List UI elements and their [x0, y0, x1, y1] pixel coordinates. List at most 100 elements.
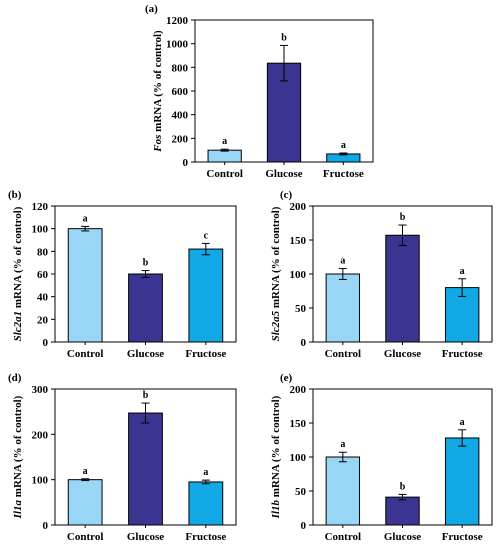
x-category-label: Fructose	[442, 531, 483, 543]
y-axis-label: Il1a mRNA (% of control)	[12, 395, 24, 519]
y-tick-label: 400	[172, 110, 189, 122]
y-tick-label: 40	[37, 292, 49, 304]
significance-letter: a	[340, 439, 345, 450]
y-axis-label: Slc2a5 mRNA (% of control)	[270, 206, 282, 341]
plot-frame	[312, 388, 493, 526]
y-tick-label: 0	[43, 337, 49, 349]
panel-label: (e)	[280, 372, 293, 384]
y-tick-label: 0	[301, 337, 307, 349]
bar-control	[207, 149, 242, 163]
y-tick-label: 20	[37, 314, 49, 326]
y-axis-label-text: mRNA (% of control)	[270, 395, 282, 500]
y-tick-label: 1200	[166, 15, 189, 27]
x-category-label: Glucose	[384, 348, 421, 360]
significance-letter: a	[340, 256, 345, 267]
x-category-label: Glucose	[384, 531, 421, 543]
y-axis-label-gene: Slc2a5	[270, 310, 282, 341]
x-category-label: Glucose	[127, 531, 164, 543]
y-tick-label: 150	[290, 418, 307, 430]
significance-letter: b	[143, 258, 149, 269]
significance-letter: b	[400, 481, 406, 492]
significance-letter: b	[143, 390, 149, 401]
x-category-label: Control	[67, 531, 103, 543]
y-tick-label: 100	[290, 452, 307, 464]
chart-panel-a: (a) Fos mRNA (% of control) 0 200 400 600 800 1…	[145, 3, 374, 180]
significance-letter: a	[341, 140, 346, 151]
x-category-label: Glucose	[127, 348, 164, 360]
y-axis-label: Il1b mRNA (% of control)	[270, 395, 282, 519]
y-tick-label: 0	[183, 157, 189, 169]
significance-letter: a	[203, 467, 208, 478]
y-tick-label: 50	[295, 486, 307, 498]
bar-glucose	[128, 273, 163, 343]
plot-frame	[54, 205, 237, 343]
y-axis-label-text: mRNA (% of control)	[152, 30, 164, 135]
y-axis-label: Fos mRNA (% of control)	[152, 30, 164, 153]
y-axis-label-gene: Il1a	[12, 499, 24, 519]
y-tick-label: 100	[290, 269, 307, 281]
y-tick-label: 0	[43, 520, 49, 532]
plot-frame	[194, 19, 374, 163]
y-tick-label: 80	[37, 246, 49, 258]
y-tick-label: 120	[32, 201, 49, 213]
y-axis-label-gene: Slc2a1	[12, 311, 24, 342]
y-tick-label: 300	[32, 384, 49, 396]
x-category-label: Control	[67, 348, 103, 360]
x-category-label: Control	[325, 348, 361, 360]
bar-control	[325, 456, 361, 526]
y-tick-label: 200	[172, 133, 189, 145]
chart-panel-c: (c) Slc2a5 mRNA (% of control) 0 50 100 150 20…	[270, 189, 493, 360]
y-tick-label: 100	[32, 224, 49, 236]
y-axis-label-gene: Fos	[152, 135, 164, 153]
significance-letter: a	[460, 417, 465, 428]
y-axis-label-gene: Il1b	[270, 499, 282, 519]
chart-panel-e: (e) Il1b mRNA (% of control) 0 50 100 150 200 a…	[270, 372, 493, 543]
y-tick-label: 200	[290, 201, 307, 213]
y-tick-label: 100	[32, 475, 49, 487]
y-axis-label-text: mRNA (% of control)	[270, 206, 282, 311]
panel-label: (d)	[8, 372, 22, 384]
x-category-label: Fructose	[185, 531, 226, 543]
x-category-label: Control	[325, 531, 361, 543]
significance-letter: a	[460, 266, 465, 277]
chart-panel-d: (d) Il1a mRNA (% of control) 0 100 200 300 a Co…	[8, 372, 237, 543]
x-category-label: Glucose	[265, 168, 302, 180]
plot-frame	[312, 205, 493, 343]
bar-control	[67, 479, 103, 526]
panel-label: (a)	[145, 3, 158, 15]
chart-panel-b: (b) Slc2a1 mRNA (% of control) 0 20 40 60 80 10…	[8, 189, 237, 360]
bar-glucose	[385, 496, 420, 526]
significance-letter: c	[204, 230, 209, 241]
bar-fructose	[444, 437, 480, 526]
bar-fructose	[188, 481, 224, 526]
bar-fructose	[188, 248, 224, 343]
y-tick-label: 60	[37, 269, 49, 281]
y-axis-label-text: mRNA (% of control)	[12, 395, 24, 500]
bar-glucose	[128, 412, 163, 526]
significance-letter: a	[83, 213, 88, 224]
significance-letter: a	[222, 136, 227, 147]
y-tick-label: 200	[290, 384, 307, 396]
y-tick-label: 150	[290, 235, 307, 247]
bar-control	[67, 228, 103, 343]
panel-label: (b)	[8, 189, 22, 201]
significance-letter: b	[281, 32, 287, 43]
y-tick-label: 1000	[166, 39, 189, 51]
y-tick-label: 800	[172, 62, 189, 74]
panel-label: (c)	[280, 189, 293, 201]
significance-letter: a	[83, 466, 88, 477]
x-category-label: Fructose	[185, 348, 226, 360]
bar-control	[325, 273, 361, 343]
significance-letter: b	[400, 212, 406, 223]
bar-glucose	[385, 234, 420, 343]
y-tick-label: 200	[32, 429, 49, 441]
y-axis-label-text: mRNA (% of control)	[12, 206, 24, 311]
y-tick-label: 600	[172, 86, 189, 98]
y-tick-label: 50	[295, 303, 307, 315]
y-axis-label: Slc2a1 mRNA (% of control)	[12, 206, 24, 341]
x-category-label: Fructose	[442, 348, 483, 360]
plot-frame	[54, 388, 237, 526]
y-tick-label: 0	[301, 520, 307, 532]
x-category-label: Control	[206, 168, 242, 180]
